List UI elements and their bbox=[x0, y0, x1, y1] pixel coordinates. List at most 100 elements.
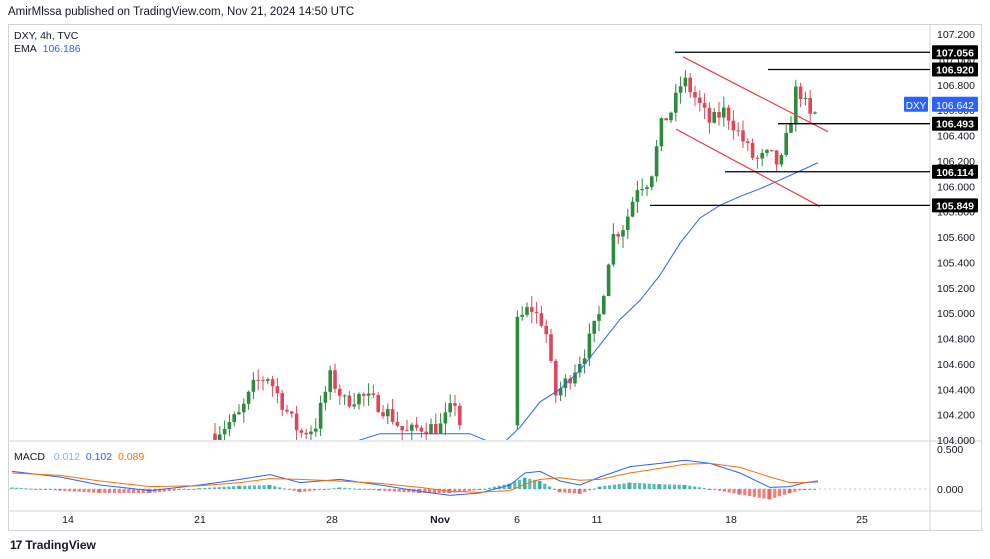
macd-histogram-bar bbox=[122, 489, 126, 493]
macd-histogram-bar bbox=[146, 489, 150, 493]
candle-body bbox=[669, 112, 673, 121]
macd-histogram-bar bbox=[327, 488, 331, 490]
macd-histogram-bar bbox=[158, 489, 162, 493]
candle-body bbox=[242, 403, 246, 413]
level-price-tag bbox=[932, 45, 978, 60]
level-price-label: 106.114 bbox=[936, 167, 974, 179]
macd-histogram-bar bbox=[788, 489, 792, 493]
macd-histogram-bar bbox=[48, 489, 52, 490]
macd-histogram-bar bbox=[518, 479, 522, 489]
macd-histogram-bar bbox=[683, 485, 687, 489]
macd-histogram-bar bbox=[243, 485, 247, 489]
candle-body bbox=[515, 316, 520, 426]
candle-body bbox=[630, 201, 635, 217]
macd-histogram-bar bbox=[278, 487, 282, 489]
macd-histogram-bar bbox=[208, 487, 212, 489]
candle-body bbox=[616, 234, 620, 237]
macd-histogram-bar bbox=[24, 488, 28, 490]
macd-histogram-bar bbox=[672, 484, 676, 489]
macd-histogram-bar bbox=[222, 486, 226, 489]
candle-body bbox=[597, 314, 601, 321]
candle-body bbox=[362, 394, 366, 396]
candle-body bbox=[549, 334, 553, 361]
legend-symbol: DXY, 4h, TVC bbox=[14, 30, 78, 42]
macd-histogram-bar bbox=[72, 489, 76, 492]
macd-histogram-bar bbox=[748, 489, 752, 497]
candle-body bbox=[333, 370, 337, 389]
macd-histogram-bar bbox=[558, 489, 562, 493]
current-price-label: 106.642 bbox=[936, 100, 974, 112]
candle-body bbox=[347, 395, 352, 407]
macd-histogram-bar bbox=[548, 486, 552, 489]
level-price-label: 106.493 bbox=[936, 119, 974, 131]
y-tick-label: 106.800 bbox=[937, 80, 975, 92]
candle-body bbox=[664, 118, 668, 121]
candle-body bbox=[222, 428, 227, 435]
footer-brand: 17 TradingView bbox=[10, 538, 96, 552]
macd-histogram-bar bbox=[298, 489, 302, 493]
candle-body bbox=[635, 190, 640, 202]
publish-header: AmirMlssa published on TradingView.com, … bbox=[8, 6, 355, 18]
candle-body bbox=[400, 425, 404, 431]
candle-body bbox=[554, 360, 558, 396]
macd-histogram-bar bbox=[162, 489, 166, 492]
candle-body bbox=[659, 118, 664, 147]
macd-histogram-bar bbox=[768, 489, 772, 500]
macd-histogram-bar bbox=[508, 483, 512, 489]
macd-histogram-bar bbox=[592, 488, 596, 490]
candle-body bbox=[371, 393, 376, 396]
candle-body bbox=[621, 230, 625, 237]
current-price-tag bbox=[932, 96, 978, 112]
macd-histogram-bar bbox=[388, 489, 392, 492]
candle-body bbox=[304, 432, 308, 435]
macd-histogram-bar bbox=[92, 489, 96, 493]
candle-body bbox=[453, 403, 457, 406]
macd-histogram-bar bbox=[762, 489, 766, 499]
candle-body bbox=[750, 143, 755, 158]
macd-line bbox=[11, 459, 819, 496]
candle-body bbox=[794, 86, 798, 124]
candle-body bbox=[410, 424, 414, 431]
macd-histogram-bar bbox=[292, 489, 296, 491]
macd-histogram-bar bbox=[407, 489, 411, 493]
candle-body bbox=[712, 112, 716, 123]
macd-histogram-bar bbox=[533, 479, 537, 489]
macd-histogram-bar bbox=[352, 488, 356, 490]
macd-histogram-bar bbox=[186, 489, 190, 490]
level-price-tag bbox=[932, 116, 978, 131]
macd-histogram-bar bbox=[252, 485, 256, 489]
macd-histogram-bar bbox=[172, 489, 176, 491]
candle-body bbox=[582, 358, 587, 365]
macd-histogram-bar bbox=[798, 489, 802, 491]
macd-histogram-bar bbox=[268, 485, 272, 489]
macd-histogram-bar bbox=[472, 489, 476, 491]
macd-histogram-bar bbox=[628, 482, 632, 489]
candle-body bbox=[405, 430, 409, 432]
macd-histogram-bar bbox=[488, 487, 492, 489]
level-price-label: 106.920 bbox=[936, 65, 974, 77]
macd-histogram-bar bbox=[53, 489, 57, 491]
macd-histogram-bar bbox=[20, 488, 24, 490]
candle-body bbox=[674, 92, 678, 113]
macd-histogram-bar bbox=[523, 477, 527, 489]
macd-histogram-bar bbox=[87, 489, 91, 493]
macd-histogram-bar bbox=[338, 487, 342, 489]
macd-histogram-bar bbox=[82, 489, 86, 493]
candle-body bbox=[251, 379, 256, 392]
y-tick-label: 104.800 bbox=[937, 334, 975, 346]
macd-histogram-bar bbox=[543, 483, 547, 489]
macd-histogram-bar bbox=[182, 489, 186, 490]
candle-body bbox=[290, 411, 294, 414]
level-price-tag bbox=[932, 164, 978, 179]
macd-histogram-bar bbox=[722, 489, 726, 492]
macd-hist-value: 0.012 bbox=[53, 451, 80, 463]
macd-histogram-bar bbox=[467, 489, 471, 491]
candle-body bbox=[448, 403, 452, 413]
macd-histogram-bar bbox=[308, 489, 312, 492]
macd-signal-value: 0.089 bbox=[117, 451, 145, 463]
macd-histogram-bar bbox=[568, 489, 572, 493]
y-tick-label: 104.000 bbox=[937, 435, 975, 447]
y-tick-label: 105.200 bbox=[937, 283, 975, 295]
macd-histogram-bar bbox=[432, 489, 436, 493]
